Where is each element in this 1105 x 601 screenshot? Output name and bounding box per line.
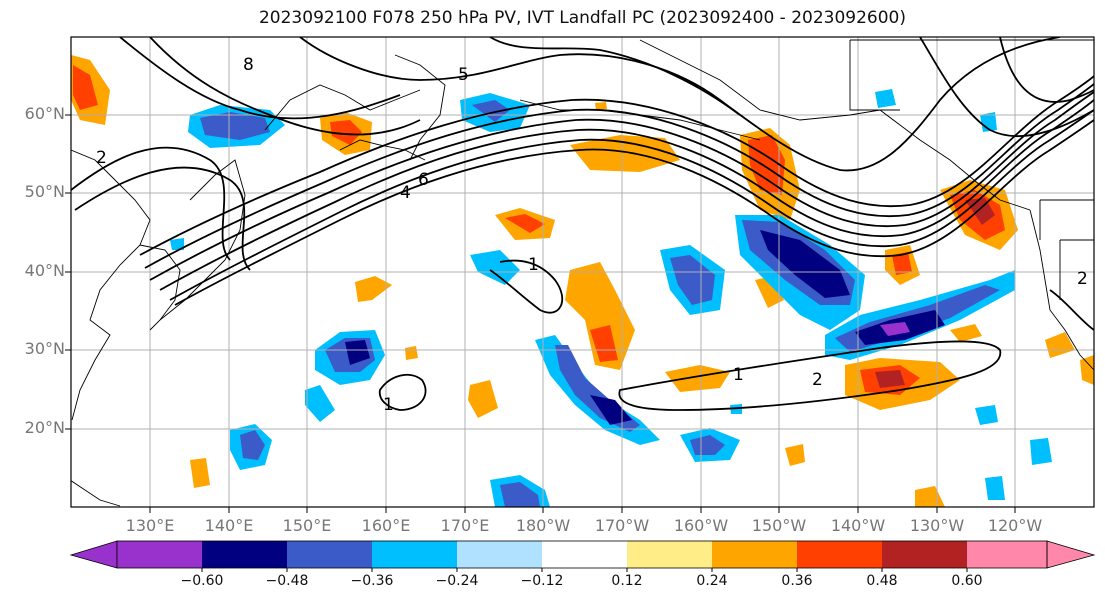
contour-label: 1 xyxy=(383,395,394,415)
colorbar-swatch xyxy=(117,541,202,568)
lon-label: 130°W xyxy=(909,516,965,535)
colorbar-swatch xyxy=(202,541,287,568)
colorbar-tick-label: −0.60 xyxy=(180,573,224,589)
lon-label: 150°W xyxy=(751,516,807,535)
chart-title: 2023092100 F078 250 hPa PV, IVT Landfall… xyxy=(258,8,906,28)
colorbar-swatch xyxy=(287,541,372,568)
lat-label: 30°N xyxy=(24,339,65,358)
contour-label: 4 xyxy=(400,183,411,203)
lat-label: 60°N xyxy=(24,104,65,123)
graticule xyxy=(71,37,1094,507)
colorbar-swatch xyxy=(457,541,542,568)
colorbar-swatch xyxy=(542,541,627,568)
colorbar-swatch xyxy=(967,541,1047,568)
colorbar-swatch xyxy=(627,541,712,568)
lon-label: 140°E xyxy=(204,516,254,535)
axis-ticks xyxy=(65,114,1016,513)
contour-label: 2 xyxy=(96,148,107,168)
colorbar-tick-label: 0.48 xyxy=(866,573,898,589)
lon-label: 170°E xyxy=(440,516,490,535)
contour-label: 2 xyxy=(1077,269,1088,289)
colorbar xyxy=(69,540,1096,572)
lat-label: 50°N xyxy=(24,182,65,201)
lon-label: 180°W xyxy=(515,516,571,535)
colorbar-swatch xyxy=(882,541,967,568)
contour-label: 1 xyxy=(733,365,744,385)
contour-label: 2 xyxy=(812,370,823,390)
shading-positive xyxy=(71,55,1094,507)
colorbar-swatch xyxy=(712,541,797,568)
colorbar-swatch xyxy=(372,541,457,568)
colorbar-tick-label: −0.48 xyxy=(265,573,309,589)
colorbar-tick-label: 0.12 xyxy=(611,573,643,589)
contour-label: 6 xyxy=(418,170,429,190)
lon-label: 150°E xyxy=(282,516,332,535)
lon-label: 120°W xyxy=(987,516,1043,535)
lat-label: 40°N xyxy=(24,261,65,280)
lat-label: 20°N xyxy=(24,418,65,437)
lon-label: 140°W xyxy=(830,516,886,535)
shading-negative xyxy=(170,89,1052,507)
colorbar-tick-label: −0.12 xyxy=(520,573,564,589)
pv-contour-labels: 1 1 1 2 2 2 6 8 5 4 xyxy=(96,55,1088,415)
colorbar-tick-label: 0.60 xyxy=(951,573,983,589)
contour-label: 1 xyxy=(528,255,539,275)
lon-label: 130°E xyxy=(125,516,175,535)
colorbar-over-triangle xyxy=(1046,540,1096,569)
contour-label: 8 xyxy=(243,55,254,75)
colorbar-swatch xyxy=(797,541,882,568)
colorbar-under-triangle xyxy=(69,540,118,569)
colorbar-tick-label: 0.36 xyxy=(781,573,813,589)
pv-contours xyxy=(71,37,1094,411)
contour-label: 5 xyxy=(458,65,469,85)
lon-label: 170°W xyxy=(594,516,650,535)
colorbar-tick-label: 0.24 xyxy=(696,573,728,589)
colorbar-tick-label: −0.24 xyxy=(435,573,479,589)
lon-label: 160°E xyxy=(361,516,411,535)
lon-label: 160°W xyxy=(673,516,729,535)
colorbar-tick-label: −0.36 xyxy=(350,573,394,589)
